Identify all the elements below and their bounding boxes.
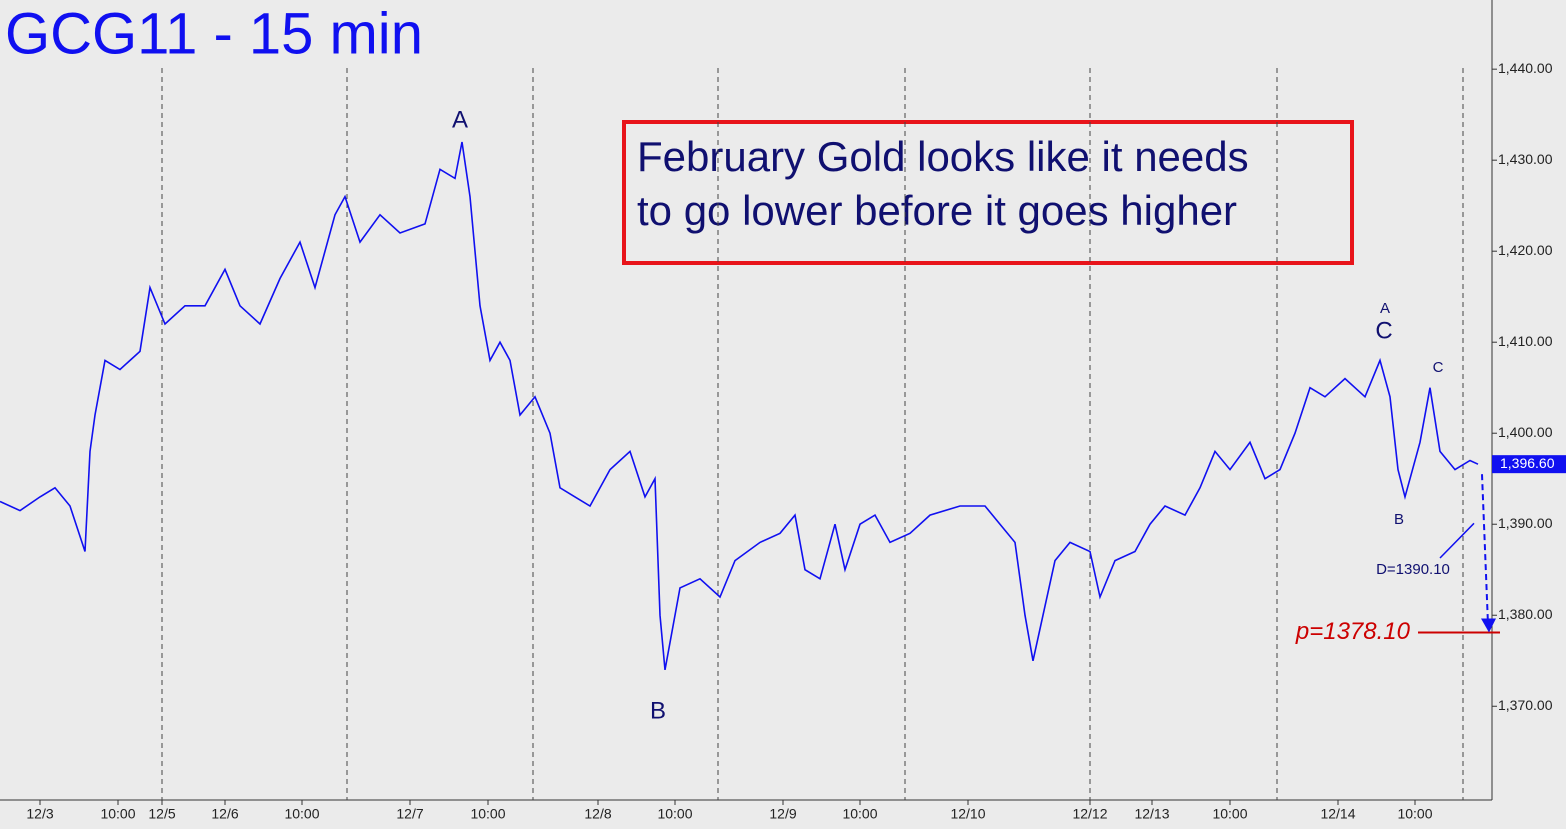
y-tick-label: 1,390.00	[1498, 515, 1553, 531]
x-tick-label: 10:00	[100, 806, 135, 822]
x-tick-label: 12/7	[396, 806, 423, 822]
wave-label: C	[1375, 317, 1392, 344]
last-price-label: 1,396.60	[1500, 455, 1555, 471]
y-tick-label: 1,430.00	[1498, 151, 1553, 167]
target-label: p=1378.10	[1295, 618, 1411, 645]
projection-arrow	[1481, 474, 1489, 625]
d-label: D=1390.10	[1376, 561, 1450, 578]
wave-label: A	[452, 106, 468, 133]
x-tick-label: 10:00	[1212, 806, 1247, 822]
x-tick-label: 10:00	[284, 806, 319, 822]
wave-label: B	[650, 697, 666, 724]
annotation-line: February Gold looks like it needs	[637, 133, 1249, 180]
x-tick-label: 10:00	[1397, 806, 1432, 822]
chart-title: GCG11 - 15 min	[5, 1, 423, 66]
x-tick-label: 10:00	[657, 806, 692, 822]
x-tick-label: 12/13	[1134, 806, 1169, 822]
x-tick-label: 12/14	[1320, 806, 1355, 822]
y-tick-label: 1,380.00	[1498, 606, 1553, 622]
wave-label: C	[1433, 359, 1444, 376]
y-tick-label: 1,400.00	[1498, 424, 1553, 440]
arrow-head	[1481, 618, 1496, 633]
x-tick-label: 12/10	[950, 806, 985, 822]
price-line	[0, 141, 1479, 671]
x-tick-label: 10:00	[470, 806, 505, 822]
wave-label: B	[1394, 511, 1404, 528]
last-price-tag	[1492, 455, 1566, 474]
x-tick-label: 12/5	[148, 806, 175, 822]
annotation-line: to go lower before it goes higher	[637, 187, 1237, 234]
wave-label: A	[1380, 300, 1390, 317]
x-tick-label: 12/6	[211, 806, 238, 822]
x-tick-label: 12/9	[769, 806, 796, 822]
x-tick-label: 12/8	[584, 806, 611, 822]
d-pointer	[1439, 522, 1475, 559]
y-tick-label: 1,370.00	[1498, 697, 1553, 713]
y-tick-label: 1,440.00	[1498, 60, 1553, 76]
y-tick-label: 1,420.00	[1498, 242, 1553, 258]
y-tick-label: 1,410.00	[1498, 333, 1553, 349]
x-tick-label: 12/12	[1072, 806, 1107, 822]
annotation-box	[622, 120, 1354, 265]
x-tick-label: 10:00	[842, 806, 877, 822]
x-tick-label: 12/3	[26, 806, 53, 822]
